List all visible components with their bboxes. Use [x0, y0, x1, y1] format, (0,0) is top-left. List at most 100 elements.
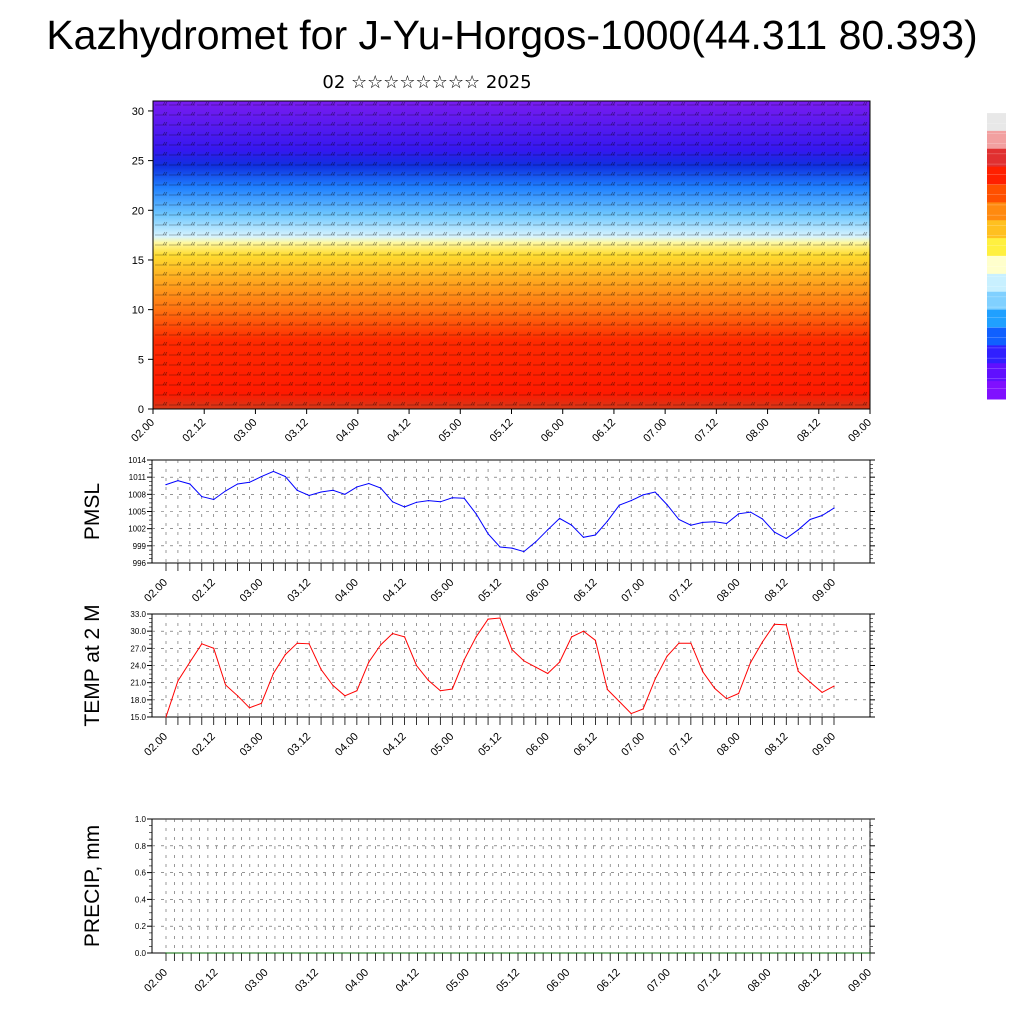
series-point — [177, 680, 179, 682]
series-point — [332, 489, 334, 491]
series-point — [441, 952, 444, 954]
series-point — [320, 491, 322, 493]
colorbar-swatch — [987, 273, 1006, 293]
heatmap-panel: 0 5 10 15 20 25 30 02.00 02.12 03.00 03.12 04.00 04.… — [129, 100, 874, 445]
series-point — [332, 684, 334, 687]
series-point — [344, 695, 346, 697]
series-point — [630, 712, 632, 715]
y-tick-label: 33.0 — [130, 610, 146, 619]
series-point — [213, 647, 215, 649]
series-point — [802, 952, 804, 954]
series-point — [835, 952, 838, 954]
series-point — [451, 497, 453, 499]
x-tick-label: 07.00 — [645, 967, 673, 995]
colorbar-swatch — [987, 309, 1006, 328]
x-tick-label: 03.12 — [285, 731, 313, 759]
series-point — [797, 670, 799, 672]
series-point — [749, 662, 752, 664]
series-point — [383, 952, 385, 954]
y-tick-label: 10 — [132, 305, 144, 317]
series-point — [726, 698, 728, 700]
series-point — [190, 952, 192, 954]
series-point — [368, 482, 370, 485]
series-point — [534, 952, 536, 954]
series-point — [492, 952, 494, 954]
x-tick-label: 08.00 — [715, 577, 743, 605]
series-point — [487, 618, 489, 620]
x-tick-label: 06.12 — [572, 577, 600, 605]
x-tick-label: 04.12 — [381, 577, 409, 605]
y-axis-label: PRECIP, mm — [81, 825, 104, 947]
series-point — [702, 521, 704, 523]
series-point — [642, 708, 644, 710]
series-point — [810, 952, 812, 954]
series-point — [296, 489, 298, 491]
series-point — [559, 517, 561, 519]
colorbar-swatch — [987, 345, 1006, 364]
series-point — [821, 691, 823, 693]
series-point — [654, 491, 656, 493]
y-tick-label: 25 — [132, 156, 144, 168]
series-point — [690, 642, 692, 644]
series-point — [408, 952, 410, 954]
series-point — [785, 952, 787, 954]
colorbar-swatch — [987, 113, 1006, 132]
series-point — [463, 497, 465, 499]
series-point — [272, 470, 274, 473]
series-point — [296, 642, 298, 644]
series-point — [475, 952, 477, 954]
series-point — [559, 661, 561, 663]
series-point — [380, 487, 382, 489]
y-tick-label: 0 — [138, 404, 144, 416]
series-point — [274, 952, 276, 954]
chart-subtitle: 02 ☆☆☆☆☆☆☆☆ 2025 — [322, 72, 532, 93]
colorbar-swatch — [987, 327, 1006, 346]
x-tick-label: 08.00 — [715, 731, 743, 759]
series-point — [869, 952, 871, 954]
series-point — [284, 654, 286, 656]
series-point — [374, 952, 377, 954]
x-tick-label: 03.00 — [243, 967, 271, 995]
series-point — [761, 641, 764, 643]
x-tick-label: 08.12 — [762, 731, 790, 759]
series-point — [752, 952, 754, 954]
x-tick-label: 06.12 — [590, 417, 618, 445]
series-point — [366, 952, 368, 954]
series-point — [475, 513, 477, 515]
panel-frame — [151, 818, 871, 954]
colorbar — [987, 112, 1006, 400]
x-tick-label: 06.00 — [524, 731, 552, 759]
series-point — [207, 952, 209, 954]
series-point — [559, 952, 561, 954]
series-point — [425, 952, 427, 954]
y-tick-label: 15.0 — [130, 713, 146, 722]
x-tick-label: 06.00 — [539, 417, 567, 445]
series-point — [777, 952, 779, 954]
series-point — [344, 493, 346, 495]
y-tick-label: 0.2 — [135, 922, 147, 931]
series-point — [570, 636, 573, 638]
colorbar-swatch — [987, 148, 1006, 168]
series-point — [201, 643, 203, 645]
series-point — [475, 636, 477, 638]
x-tick-label: 04.00 — [343, 967, 371, 995]
series-point — [165, 952, 167, 954]
colorbar-swatch — [987, 256, 1006, 275]
y-tick-label: 24.0 — [130, 662, 146, 671]
series-point — [358, 952, 360, 954]
series-point — [249, 952, 251, 954]
series-point — [809, 681, 811, 683]
series-point — [299, 952, 301, 954]
series-point — [391, 952, 393, 954]
series-point — [827, 952, 829, 954]
series-point — [201, 496, 203, 498]
series-point — [833, 507, 835, 509]
series-point — [617, 952, 620, 954]
y-axis-label: TEMP at 2 M — [81, 604, 104, 726]
series-point — [392, 501, 394, 503]
x-tick-label: 05.12 — [476, 577, 504, 605]
series-point — [240, 952, 243, 954]
series-point — [189, 483, 191, 485]
series-point — [535, 666, 537, 668]
series-point — [582, 536, 585, 538]
